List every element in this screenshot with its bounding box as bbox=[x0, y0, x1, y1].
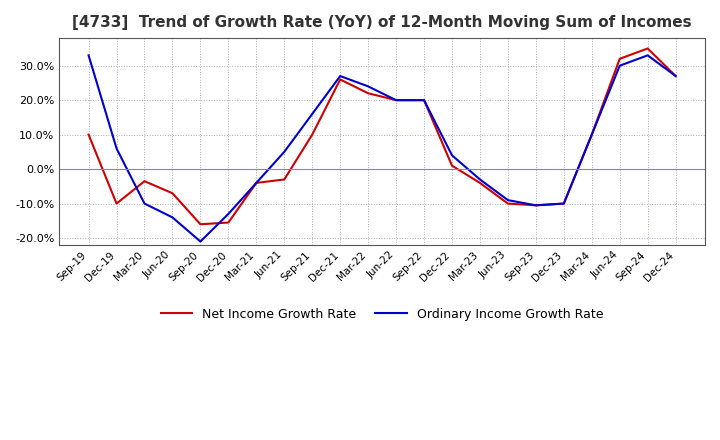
Net Income Growth Rate bbox=[588, 132, 596, 137]
Ordinary Income Growth Rate bbox=[168, 215, 177, 220]
Net Income Growth Rate bbox=[476, 180, 485, 186]
Legend: Net Income Growth Rate, Ordinary Income Growth Rate: Net Income Growth Rate, Ordinary Income … bbox=[156, 303, 608, 326]
Ordinary Income Growth Rate bbox=[448, 153, 456, 158]
Ordinary Income Growth Rate bbox=[196, 239, 204, 244]
Title: [4733]  Trend of Growth Rate (YoY) of 12-Month Moving Sum of Incomes: [4733] Trend of Growth Rate (YoY) of 12-… bbox=[72, 15, 692, 30]
Line: Ordinary Income Growth Rate: Ordinary Income Growth Rate bbox=[89, 55, 675, 242]
Net Income Growth Rate bbox=[168, 191, 177, 196]
Net Income Growth Rate bbox=[616, 56, 624, 62]
Net Income Growth Rate bbox=[84, 132, 93, 137]
Net Income Growth Rate bbox=[531, 203, 540, 208]
Net Income Growth Rate bbox=[112, 201, 121, 206]
Ordinary Income Growth Rate bbox=[476, 177, 485, 182]
Net Income Growth Rate bbox=[336, 77, 344, 82]
Ordinary Income Growth Rate bbox=[559, 201, 568, 206]
Ordinary Income Growth Rate bbox=[224, 211, 233, 216]
Ordinary Income Growth Rate bbox=[671, 73, 680, 79]
Net Income Growth Rate bbox=[252, 180, 261, 186]
Line: Net Income Growth Rate: Net Income Growth Rate bbox=[89, 48, 675, 224]
Ordinary Income Growth Rate bbox=[112, 146, 121, 151]
Ordinary Income Growth Rate bbox=[280, 149, 289, 154]
Ordinary Income Growth Rate bbox=[644, 53, 652, 58]
Net Income Growth Rate bbox=[420, 98, 428, 103]
Ordinary Income Growth Rate bbox=[588, 132, 596, 137]
Ordinary Income Growth Rate bbox=[420, 98, 428, 103]
Ordinary Income Growth Rate bbox=[336, 73, 344, 79]
Net Income Growth Rate bbox=[559, 201, 568, 206]
Net Income Growth Rate bbox=[224, 220, 233, 225]
Ordinary Income Growth Rate bbox=[531, 203, 540, 208]
Net Income Growth Rate bbox=[503, 201, 512, 206]
Net Income Growth Rate bbox=[308, 132, 317, 137]
Ordinary Income Growth Rate bbox=[616, 63, 624, 68]
Net Income Growth Rate bbox=[644, 46, 652, 51]
Net Income Growth Rate bbox=[671, 73, 680, 79]
Ordinary Income Growth Rate bbox=[392, 98, 400, 103]
Net Income Growth Rate bbox=[280, 177, 289, 182]
Net Income Growth Rate bbox=[364, 91, 372, 96]
Net Income Growth Rate bbox=[392, 98, 400, 103]
Ordinary Income Growth Rate bbox=[84, 53, 93, 58]
Ordinary Income Growth Rate bbox=[364, 84, 372, 89]
Ordinary Income Growth Rate bbox=[140, 201, 149, 206]
Net Income Growth Rate bbox=[196, 222, 204, 227]
Ordinary Income Growth Rate bbox=[252, 180, 261, 186]
Net Income Growth Rate bbox=[140, 179, 149, 184]
Ordinary Income Growth Rate bbox=[308, 111, 317, 117]
Net Income Growth Rate bbox=[448, 163, 456, 169]
Ordinary Income Growth Rate bbox=[503, 198, 512, 203]
